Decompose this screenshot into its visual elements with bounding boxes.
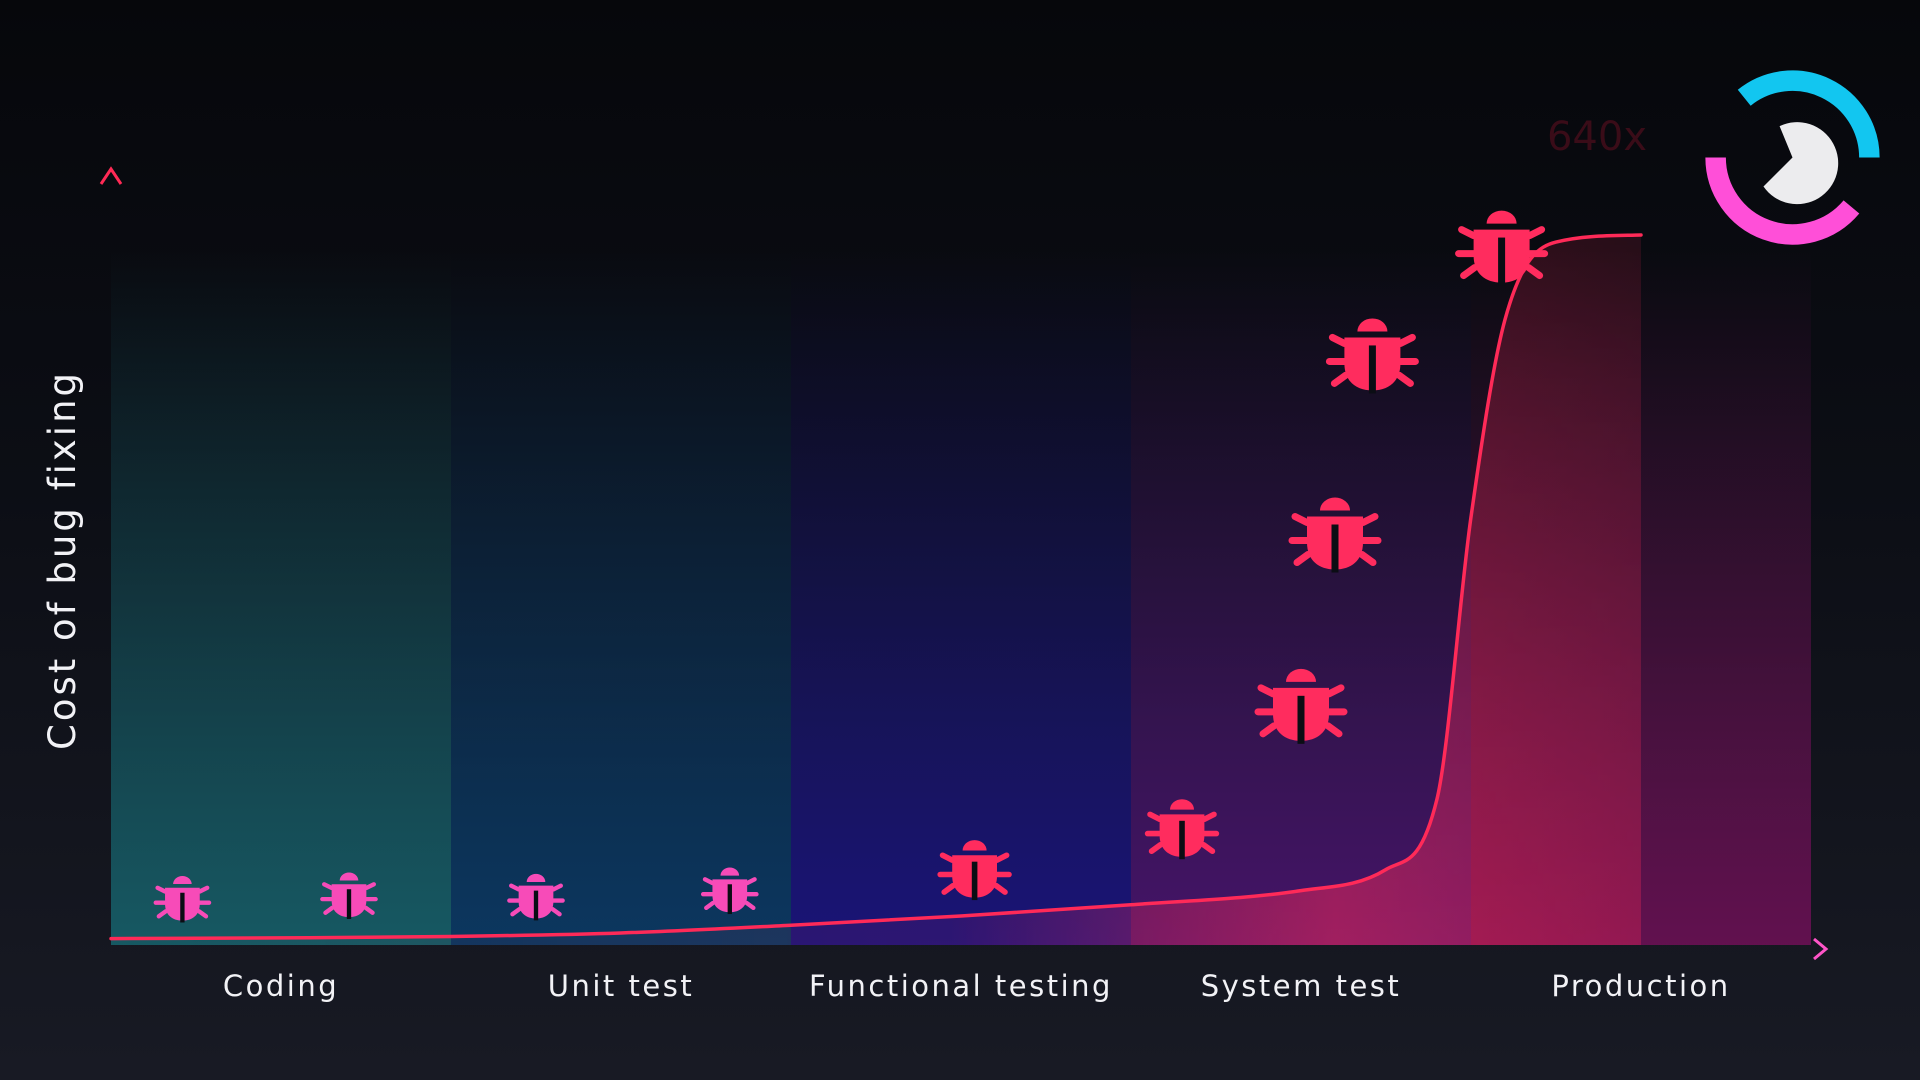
bug-icon xyxy=(937,840,1012,901)
x-tick-functional-testing: Functional testing xyxy=(809,969,1113,1003)
bug-icon xyxy=(1254,668,1348,744)
x-tick-unit-test: Unit test xyxy=(548,969,694,1003)
series-line xyxy=(109,233,1643,941)
x-tick-coding: Coding xyxy=(223,969,339,1003)
bug-icon xyxy=(1455,210,1549,286)
bug-icon xyxy=(1325,318,1419,394)
band-functional-testing xyxy=(791,250,1131,945)
bug-icon xyxy=(507,873,565,921)
curve-area-fill xyxy=(111,235,1641,945)
bug-icon xyxy=(700,867,759,915)
logo-ring-top xyxy=(1737,70,1880,158)
x-axis-arrowhead xyxy=(1813,937,1829,961)
bug-icon xyxy=(1144,799,1220,860)
series-line-group xyxy=(109,233,1643,941)
band-coding xyxy=(111,250,451,945)
band-unit-test xyxy=(451,250,791,945)
x-tick-labels: Coding Unit test Functional testing System … xyxy=(223,969,1730,1003)
axes xyxy=(48,166,1829,1025)
logo-center-shape xyxy=(1763,122,1839,205)
x-tick-system-test: System test xyxy=(1201,969,1402,1003)
logo-ring-bottom xyxy=(1705,157,1860,245)
bug-icon xyxy=(320,872,378,919)
bug-markers xyxy=(153,210,1549,923)
logo-icon xyxy=(1705,70,1880,245)
annotation-640x: 640x xyxy=(1547,114,1647,160)
y-axis-label: Cost of bug fixing xyxy=(41,370,84,750)
curve-area xyxy=(111,235,1641,945)
bug-icon xyxy=(1288,497,1382,573)
y-axis-arrowhead xyxy=(99,166,123,185)
x-tick-production: Production xyxy=(1551,969,1730,1003)
bug-icon xyxy=(153,876,212,923)
